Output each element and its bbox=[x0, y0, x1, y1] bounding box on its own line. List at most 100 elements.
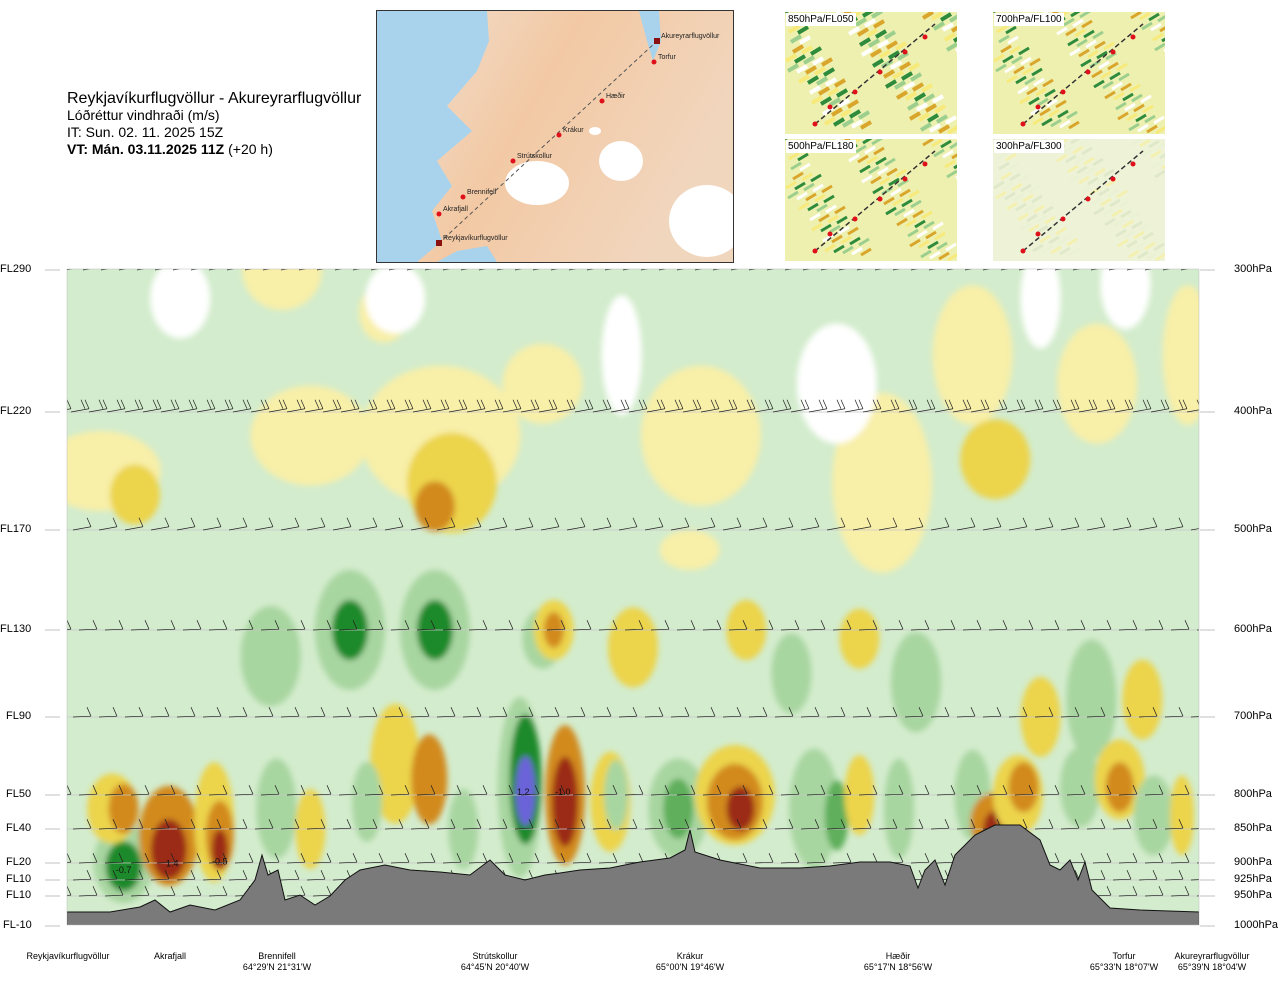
wind-barb bbox=[678, 399, 684, 409]
wind-barb bbox=[1205, 518, 1209, 527]
wind-barb bbox=[388, 269, 397, 271]
wind-barb bbox=[1126, 707, 1132, 717]
wind-barb bbox=[398, 819, 404, 829]
wind-barb bbox=[1048, 707, 1054, 717]
field-streak bbox=[851, 246, 863, 256]
velocity-cell bbox=[839, 608, 880, 669]
wind-barb bbox=[780, 793, 800, 796]
mini-map-500-label: 500hPa/FL180 bbox=[786, 140, 856, 153]
field-streak bbox=[923, 220, 935, 230]
wind-barb bbox=[118, 886, 124, 896]
wind-barb bbox=[78, 894, 98, 897]
wind-barb bbox=[1086, 827, 1106, 830]
wind-barb bbox=[201, 258, 205, 267]
wind-barb bbox=[1083, 258, 1087, 267]
wind-barb bbox=[852, 715, 872, 718]
field-streak bbox=[1137, 123, 1149, 133]
field-streak bbox=[899, 188, 911, 198]
wind-barb bbox=[1086, 715, 1106, 718]
wind-barb bbox=[1126, 870, 1132, 880]
wind-barb bbox=[640, 269, 649, 271]
wind-barb bbox=[164, 517, 170, 527]
field-streak bbox=[1093, 79, 1105, 89]
waypoint-label: Reykjavíkurflugvöllur bbox=[18, 951, 118, 962]
field-streak bbox=[901, 198, 913, 208]
wind-barb bbox=[150, 526, 170, 531]
wind-barb bbox=[274, 620, 280, 630]
waypoint-name: Akureyrarflugvöllur bbox=[1174, 951, 1250, 961]
wind-barb bbox=[894, 399, 900, 409]
wind-barb bbox=[47, 267, 65, 270]
route-point bbox=[827, 104, 833, 110]
field-streak bbox=[885, 40, 899, 50]
wind-barb bbox=[1108, 269, 1117, 271]
wind-barb bbox=[182, 861, 202, 864]
field-streak bbox=[1118, 199, 1130, 209]
wind-barb bbox=[748, 269, 757, 271]
wind-barb bbox=[78, 861, 98, 864]
field-streak bbox=[1050, 245, 1062, 255]
wind-barb bbox=[170, 620, 176, 630]
wind-barb bbox=[268, 819, 274, 829]
wind-barb bbox=[439, 258, 443, 267]
wind-barb bbox=[1186, 409, 1199, 413]
wind-barb bbox=[442, 793, 462, 796]
wind-barb bbox=[320, 707, 326, 717]
field-streak bbox=[1111, 81, 1123, 91]
wind-barb bbox=[476, 517, 482, 527]
field-streak bbox=[1129, 210, 1141, 220]
wind-barb bbox=[826, 715, 846, 718]
wind-barb bbox=[234, 861, 254, 864]
field-streak bbox=[1048, 108, 1060, 118]
wind-barb bbox=[345, 258, 349, 267]
field-streak bbox=[902, 81, 916, 91]
field-streak bbox=[1072, 18, 1084, 28]
wind-barb bbox=[690, 785, 696, 795]
wind-barb bbox=[799, 258, 803, 267]
wind-barb bbox=[818, 399, 824, 409]
wind-barb bbox=[1008, 715, 1028, 718]
field-streak bbox=[810, 95, 824, 105]
field-streak bbox=[1031, 194, 1043, 204]
wind-barb bbox=[774, 715, 794, 718]
wind-barb bbox=[394, 408, 414, 413]
field-streak bbox=[1044, 88, 1056, 98]
wind-barb bbox=[546, 793, 566, 796]
wind-barb bbox=[615, 258, 619, 267]
field-streak bbox=[1161, 164, 1165, 170]
wind-barb bbox=[462, 715, 482, 718]
velocity-cell bbox=[515, 756, 536, 827]
wind-barb bbox=[346, 819, 352, 829]
field-streak bbox=[1028, 223, 1040, 233]
wind-barb bbox=[952, 408, 972, 413]
wind-barb bbox=[1080, 620, 1086, 630]
wind-barb bbox=[435, 258, 439, 267]
route-point bbox=[1020, 121, 1026, 127]
wind-barb bbox=[903, 258, 907, 267]
field-streak bbox=[1039, 107, 1051, 117]
wind-barb bbox=[800, 399, 806, 409]
wind-barb bbox=[838, 269, 847, 271]
wind-barb bbox=[853, 258, 857, 267]
waypoint-label: Strútskollur 64°45'N 20°40'W bbox=[445, 951, 545, 973]
field-streak bbox=[829, 224, 841, 234]
wind-barb bbox=[690, 620, 696, 630]
wind-barb bbox=[658, 707, 664, 717]
wind-barb bbox=[174, 399, 180, 409]
route-point bbox=[1035, 104, 1041, 110]
wind-barb bbox=[376, 408, 396, 413]
wind-barb bbox=[150, 878, 170, 881]
wind-barb bbox=[572, 793, 592, 796]
velocity-cell bbox=[891, 632, 941, 733]
field-streak bbox=[865, 28, 879, 38]
route-point bbox=[1020, 248, 1026, 254]
route-point bbox=[1085, 69, 1091, 75]
field-streak bbox=[1017, 85, 1029, 95]
wind-barb bbox=[1205, 870, 1209, 879]
field-streak bbox=[909, 238, 921, 248]
wind-barb bbox=[398, 517, 404, 527]
wind-barb bbox=[1069, 258, 1073, 267]
wind-barb bbox=[546, 861, 566, 864]
wind-barb bbox=[170, 853, 176, 863]
wind-barb bbox=[547, 258, 551, 267]
